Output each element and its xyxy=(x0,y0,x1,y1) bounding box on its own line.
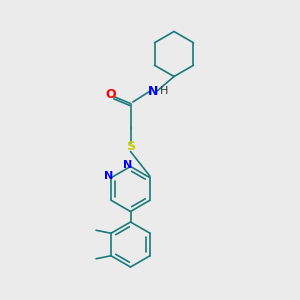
Text: N: N xyxy=(148,85,158,98)
Text: O: O xyxy=(106,88,116,101)
Text: N: N xyxy=(104,171,113,181)
Text: H: H xyxy=(160,86,169,97)
Text: S: S xyxy=(126,140,135,154)
Text: N: N xyxy=(124,160,133,170)
